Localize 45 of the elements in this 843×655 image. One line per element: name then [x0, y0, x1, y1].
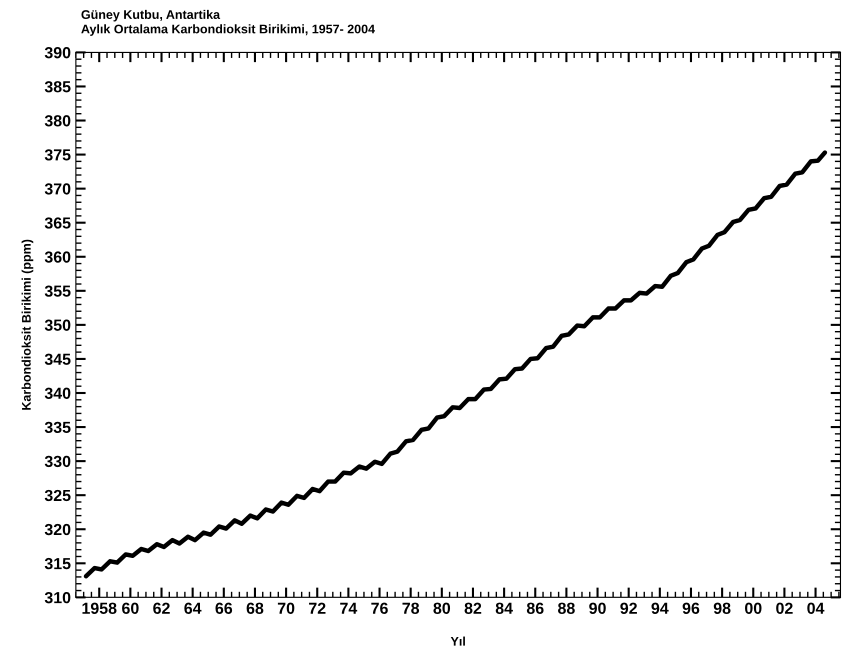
x-tick-label: 60: [122, 602, 139, 614]
x-tick-label: 78: [402, 602, 420, 614]
y-tick-label: 375: [44, 149, 71, 161]
y-tick-label: 310: [44, 592, 70, 604]
y-tick-label: 365: [44, 217, 71, 229]
y-tick-label: 315: [44, 558, 71, 570]
x-tick-label: 04: [807, 602, 824, 614]
x-tick-label: 84: [496, 602, 513, 614]
x-tick-label: 98: [714, 602, 731, 614]
x-tick-label: 62: [153, 602, 170, 614]
chart-title: Güney Kutbu, Antartika: [81, 10, 220, 22]
x-tick-label: 82: [464, 602, 482, 614]
x-tick-label: 70: [278, 602, 294, 614]
y-tick-label: 335: [44, 422, 71, 434]
y-tick-label: 370: [44, 183, 70, 195]
x-tick-label: 76: [371, 602, 388, 614]
y-tick-label: 390: [44, 47, 70, 58]
y-tick-label: 340: [44, 388, 70, 399]
x-tick-label: 96: [682, 602, 700, 614]
y-tick-label: 325: [44, 490, 71, 502]
x-axis-title: Yıl: [450, 636, 465, 646]
chart-subtitle: Aylık Ortalama Karbondioksit Birikimi, 1957- 2004: [81, 24, 375, 36]
x-tick-label: 00: [745, 602, 762, 614]
y-tick-label: 345: [44, 354, 71, 365]
x-tick-label: 80: [433, 602, 450, 614]
x-tick-label: 74: [340, 602, 358, 614]
y-tick-label: 360: [44, 251, 70, 263]
x-tick-label: 72: [309, 602, 326, 614]
x-tick-label: 1958: [82, 602, 117, 614]
y-tick-label: 380: [44, 115, 70, 126]
x-tick-label: 90: [589, 602, 606, 614]
x-tick-label: 88: [558, 602, 575, 614]
y-axis-title: Karbondioksit Birikimi (ppm): [22, 240, 34, 410]
y-tick-label: 330: [44, 456, 70, 468]
x-tick-label: 92: [620, 602, 637, 614]
y-tick-label: 385: [44, 81, 71, 92]
y-tick-label: 355: [44, 285, 71, 297]
x-tick-label: 86: [526, 602, 544, 614]
x-tick-label: 02: [776, 602, 793, 614]
x-tick-label: 66: [216, 602, 232, 614]
x-tick-label: 94: [652, 602, 669, 614]
x-tick-label: 64: [184, 602, 202, 614]
y-tick-label: 350: [44, 320, 70, 331]
x-tick-label: 68: [246, 602, 264, 614]
y-tick-label: 320: [44, 524, 70, 536]
